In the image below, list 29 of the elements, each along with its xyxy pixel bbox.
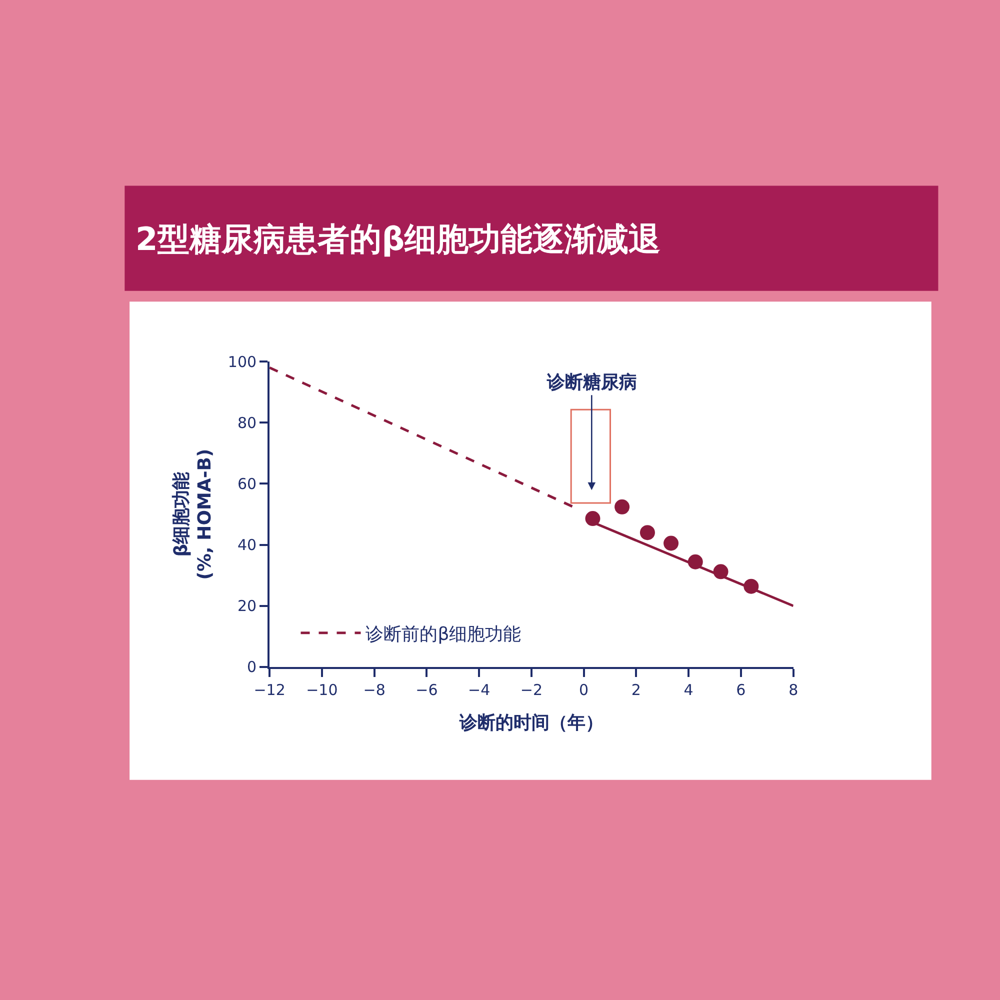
x-tick-label: 4 <box>684 680 694 699</box>
y-tick-label: 100 <box>228 352 257 371</box>
point <box>713 564 728 580</box>
x-tick-label: −10 <box>306 680 338 699</box>
y-tick-label: 40 <box>237 536 257 554</box>
x-tick-label: −8 <box>363 680 386 699</box>
annotation: 诊断糖尿病 <box>546 372 637 393</box>
x-tick-label: 6 <box>736 680 746 699</box>
point <box>688 554 703 570</box>
x-tick-label: −2 <box>520 680 543 699</box>
point <box>640 525 655 540</box>
chart-title: 2型糖尿病患者的β细胞功能逐渐减退 <box>135 220 661 258</box>
legend-label: 诊断前的β细胞功能 <box>366 624 522 645</box>
point <box>664 536 679 551</box>
x-tick-label: −6 <box>416 680 438 699</box>
y-tick-label: 80 <box>237 414 257 432</box>
y-tick-label: 0 <box>247 658 257 676</box>
point <box>614 499 630 514</box>
x-tick-label: −12 <box>254 680 286 699</box>
y-axis-title: β细胞功能 (%, HOMA-B) <box>171 448 216 580</box>
x-axis-title: 诊断的时间（年） <box>458 712 604 734</box>
x-tick-label: 2 <box>631 680 641 699</box>
point <box>744 578 759 594</box>
x-tick-label: 0 <box>579 680 589 699</box>
y-tick-label: 20 <box>237 597 257 616</box>
y-tick-label: 60 <box>237 474 257 493</box>
point <box>585 511 600 526</box>
x-tick-label: −4 <box>468 680 490 699</box>
x-tick-label: 8 <box>788 680 798 699</box>
